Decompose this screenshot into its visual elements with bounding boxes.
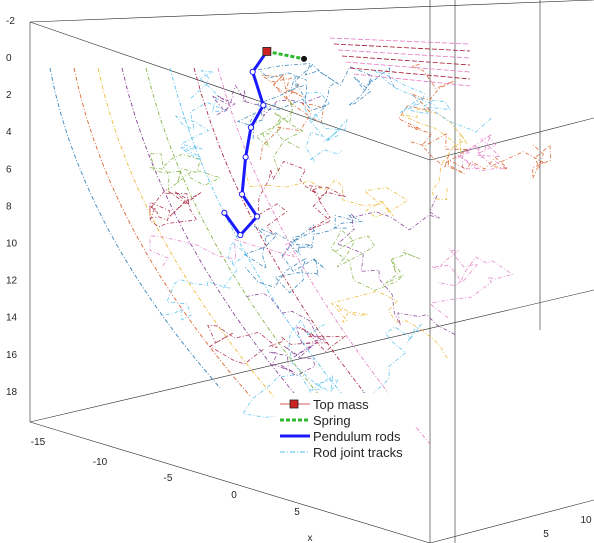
rod-joint-track: [255, 99, 304, 175]
z-tick-label: 8: [6, 201, 12, 212]
rod-joint-track: [243, 225, 326, 294]
x-tick-label: 0: [231, 490, 237, 501]
box-edge: [429, 117, 594, 161]
rod-joint-track: [353, 73, 471, 87]
rod-joint-track: [333, 43, 471, 52]
z-tick-label: 4: [6, 127, 12, 138]
rod-joints-group: [221, 68, 267, 239]
legend-label-pendulum-rods: Pendulum rods: [313, 429, 401, 444]
z-tick-label: 10: [6, 239, 18, 250]
box-edge: [29, 0, 594, 23]
legend-entry-top-mass: Top mass: [280, 397, 369, 412]
rod-joint-track: [303, 91, 348, 163]
rod-joint-track: [149, 153, 222, 191]
rod-joint-track: [428, 248, 514, 319]
rod-joint-track: [145, 67, 341, 421]
legend-entry-spring: Spring: [280, 413, 351, 428]
rod-joint-track: [400, 108, 468, 201]
box-edge: [29, 21, 431, 161]
rod-joint-track: [97, 67, 281, 405]
z-tick-label: 18: [6, 387, 18, 398]
y-tick-label: 5: [543, 529, 549, 540]
rod-joint-marker: [247, 124, 255, 131]
x-tick-label: -15: [31, 437, 46, 448]
z-tick-label: 14: [6, 313, 18, 324]
rod-joint-track: [341, 323, 423, 429]
rod-joint-track: [49, 67, 221, 389]
rod-joint-track: [330, 229, 421, 291]
rod-joint-track: [257, 161, 347, 236]
z-tick-label: 0: [6, 53, 12, 64]
legend-label-spring: Spring: [313, 413, 351, 428]
x-tick-label: -5: [164, 473, 173, 484]
rod-joint-track: [245, 292, 325, 377]
z-tick-label: 6: [6, 164, 12, 175]
rod-joint-track: [162, 241, 248, 321]
rod-joint-track: [73, 67, 251, 397]
top-mass-marker: [262, 47, 272, 56]
legend-swatch-top-mass: [289, 399, 299, 409]
rod-joint-marker: [238, 191, 246, 198]
box-edge: [29, 289, 594, 423]
rod-joint-track: [288, 214, 363, 256]
spring-line: [266, 49, 305, 61]
rod-joint-track: [149, 235, 297, 269]
z-tick-label: 16: [6, 350, 18, 361]
rod-joint-track: [398, 64, 455, 168]
rod-joint-track: [330, 290, 448, 358]
legend-entry-rod-joint-tracks: Rod joint tracks: [280, 445, 403, 460]
rod-joint-tracks-group: [49, 37, 552, 445]
rod-joint-track: [258, 63, 395, 106]
rod-joint-track: [149, 188, 202, 228]
box-edge: [429, 499, 594, 543]
rod-joint-marker: [237, 231, 244, 239]
rod-joint-marker: [242, 154, 249, 161]
legend-label-top-mass: Top mass: [313, 397, 369, 412]
rod-joint-track: [245, 171, 409, 218]
rod-joint-track: [174, 70, 227, 161]
x-axis-ticks: -15 -10 -5 0 5: [31, 437, 300, 518]
rod-joint-track: [193, 67, 401, 437]
legend-entry-pendulum-rods: Pendulum rods: [280, 429, 401, 444]
z-axis-ticks: -2 0 2 4 6 8 10 12 14 16 18: [6, 16, 18, 398]
rod-joint-track: [349, 67, 471, 80]
box-edge: [29, 421, 431, 543]
rod-joint-marker: [254, 213, 261, 220]
rod-joint-track: [341, 55, 471, 66]
z-tick-label: 12: [6, 276, 18, 287]
rod-joint-track: [336, 195, 456, 336]
legend-label-rod-joint-tracks: Rod joint tracks: [313, 445, 403, 460]
rod-joint-marker: [221, 209, 228, 216]
rod-joint-track: [236, 64, 338, 139]
rod-joint-track: [373, 69, 492, 133]
rod-joint-track: [329, 37, 471, 45]
spring-anchor-point: [301, 55, 308, 62]
x-tick-label: -10: [93, 457, 108, 468]
rod-joint-track: [217, 67, 431, 445]
z-tick-label: 2: [6, 90, 12, 101]
rod-joint-track: [337, 49, 471, 59]
legend: Top mass Spring Pendulum rods Rod joint …: [275, 393, 415, 465]
axes-box: [29, 0, 594, 543]
rod-joint-track: [207, 324, 346, 365]
rod-joint-marker: [249, 68, 256, 75]
rod-joint-track: [242, 319, 339, 424]
y-tick-label: 10: [580, 515, 592, 526]
z-tick-label: -2: [6, 16, 15, 27]
x-tick-label: 5: [294, 507, 300, 518]
rod-joint-track: [211, 84, 322, 118]
rod-joint-track: [455, 133, 509, 172]
y-axis-ticks: 5 10: [543, 515, 592, 540]
rod-joint-track: [260, 73, 325, 160]
x-axis-title: x: [308, 533, 313, 543]
rod-joint-marker: [260, 102, 267, 109]
